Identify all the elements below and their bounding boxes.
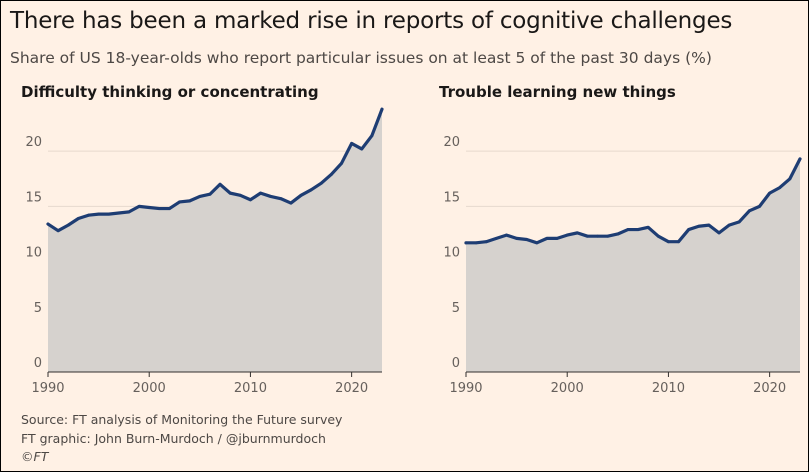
y-tick-label: 10: [25, 246, 42, 261]
data-point: [474, 241, 478, 245]
data-point: [667, 240, 670, 244]
data-point: [198, 195, 202, 198]
data-point: [616, 232, 620, 236]
data-point: [87, 213, 90, 217]
data-point: [370, 134, 374, 138]
data-point: [137, 204, 141, 208]
y-tick-label: 10: [443, 246, 460, 261]
graphic-credit: FT graphic: John Burn-Murdoch / @jburnmu…: [21, 431, 326, 446]
data-point: [515, 236, 519, 240]
data-point: [299, 193, 303, 197]
series-area: [466, 158, 800, 372]
data-point: [494, 236, 498, 240]
data-point: [289, 201, 293, 205]
data-point: [117, 211, 121, 215]
data-point: [707, 223, 711, 227]
data-point: [97, 212, 101, 216]
y-tick-label: 15: [25, 190, 42, 205]
data-point: [626, 228, 630, 231]
data-point: [768, 191, 772, 195]
copyright-note: ©FT: [21, 449, 49, 464]
data-point: [586, 234, 589, 238]
chart-subtitle: Share of US 18-year-olds who report part…: [10, 49, 712, 67]
data-point: [319, 181, 323, 185]
data-point: [188, 199, 192, 203]
data-point: [636, 228, 640, 231]
data-point: [656, 234, 660, 238]
data-point: [259, 191, 262, 195]
y-tick-label: 20: [443, 135, 460, 150]
x-tick-label: 2020: [753, 381, 786, 396]
data-point: [535, 241, 539, 245]
data-point: [340, 161, 343, 165]
data-point: [309, 188, 313, 192]
data-point: [127, 210, 131, 214]
data-point: [737, 220, 741, 224]
data-point: [168, 207, 171, 210]
data-point: [606, 234, 610, 238]
data-point: [545, 236, 549, 240]
data-point: [107, 212, 111, 216]
data-point: [360, 147, 364, 151]
data-point: [76, 217, 80, 220]
data-point: [380, 107, 384, 111]
y-tick-label: 15: [443, 190, 460, 205]
data-point: [575, 231, 579, 235]
series-line: [464, 157, 802, 245]
y-tick-label: 0: [452, 356, 460, 371]
data-point: [788, 177, 792, 181]
data-point: [798, 157, 802, 161]
data-point: [565, 233, 569, 237]
x-tick-label: 2010: [234, 381, 267, 396]
data-point: [505, 233, 508, 237]
data-point: [147, 206, 151, 209]
source-note: Source: FT analysis of Monitoring the Fu…: [21, 412, 343, 427]
data-point: [66, 223, 70, 227]
data-point: [279, 197, 283, 201]
data-point: [596, 234, 599, 238]
data-point: [778, 186, 782, 190]
panel-title-difficulty-thinking: Difficulty thinking or concentrating: [21, 83, 319, 101]
data-point: [697, 224, 701, 228]
data-point: [727, 223, 731, 227]
data-point: [249, 198, 252, 202]
x-tick-label: 2000: [551, 381, 584, 396]
x-tick-label: 2020: [335, 381, 368, 396]
data-point: [56, 229, 60, 233]
data-point: [329, 172, 333, 176]
x-tick-label: 2010: [652, 381, 685, 396]
data-point: [484, 240, 488, 244]
data-point: [269, 195, 273, 198]
x-tick-label: 2000: [133, 381, 166, 396]
data-point: [228, 191, 232, 195]
data-point: [677, 240, 680, 244]
series-area: [48, 109, 382, 372]
series-line: [46, 107, 384, 233]
data-point: [525, 238, 529, 241]
data-point: [758, 204, 761, 208]
data-point: [717, 231, 721, 235]
y-tick-label: 5: [34, 301, 42, 316]
x-tick-label: 1990: [449, 381, 482, 396]
y-tick-label: 5: [452, 301, 460, 316]
data-point: [350, 142, 354, 145]
y-tick-label: 20: [25, 135, 42, 150]
data-point: [646, 225, 650, 229]
data-point: [157, 207, 161, 210]
data-point: [238, 193, 242, 197]
data-point: [218, 182, 222, 186]
panel-title-trouble-learning: Trouble learning new things: [439, 83, 676, 101]
data-point: [178, 200, 181, 204]
x-tick-label: 1990: [31, 381, 64, 396]
data-point: [208, 192, 212, 196]
data-point: [464, 241, 468, 245]
data-point: [747, 209, 751, 213]
chart-title: There has been a marked rise in reports …: [10, 8, 733, 34]
y-tick-label: 0: [34, 356, 42, 371]
data-point: [687, 228, 691, 231]
data-point: [46, 222, 50, 226]
data-point: [555, 236, 559, 240]
